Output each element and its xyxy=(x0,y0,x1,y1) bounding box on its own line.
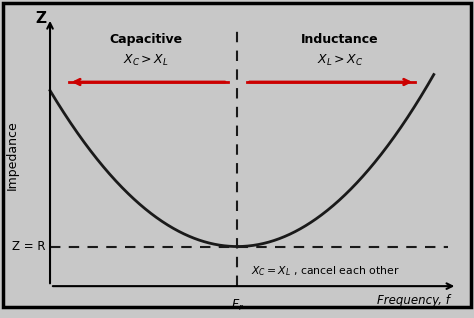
Text: Inductance: Inductance xyxy=(301,33,379,46)
Text: Capacitive: Capacitive xyxy=(109,33,182,46)
Text: $F_r$: $F_r$ xyxy=(230,298,244,314)
Text: Frequency, f: Frequency, f xyxy=(377,294,450,307)
Text: Z = R: Z = R xyxy=(12,240,46,253)
Text: Impedance: Impedance xyxy=(6,120,19,190)
Text: $X_C > X_L$: $X_C > X_L$ xyxy=(123,53,169,68)
Text: $X_L > X_C$: $X_L > X_C$ xyxy=(317,53,364,68)
Text: $X_C = X_L$ , cancel each other: $X_C = X_L$ , cancel each other xyxy=(251,264,400,278)
Text: Z: Z xyxy=(35,10,46,25)
